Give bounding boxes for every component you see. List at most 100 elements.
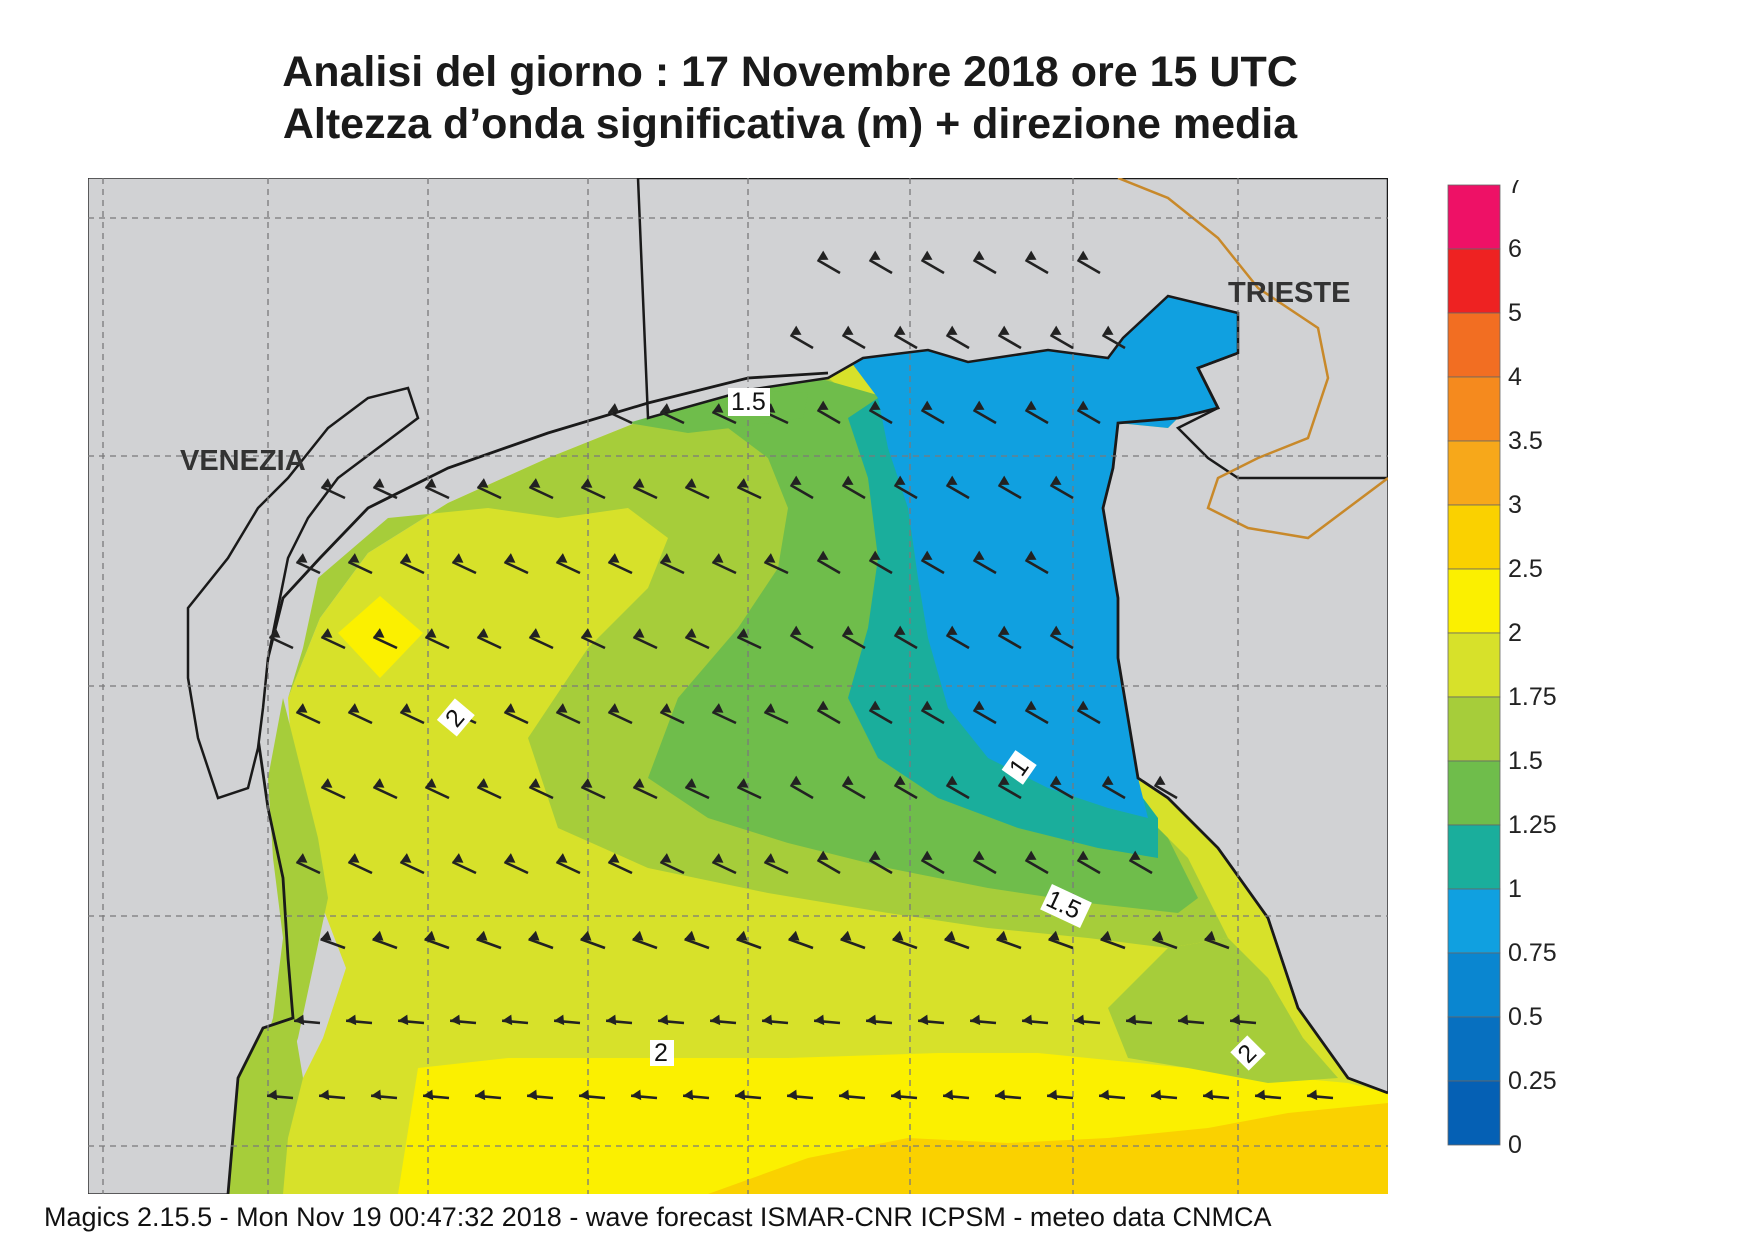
direction-arrow — [840, 937, 866, 950]
direction-arrowhead — [973, 850, 985, 860]
direction-arrowhead — [1099, 1089, 1110, 1101]
direction-arrow — [424, 937, 450, 950]
legend-tick-label: 0.75 — [1508, 939, 1557, 967]
direction-arrowhead — [660, 403, 672, 413]
direction-arrow — [816, 408, 841, 425]
direction-arrow — [763, 710, 789, 725]
direction-arrowhead — [504, 703, 516, 713]
direction-arrow — [736, 635, 762, 650]
direction-arrowhead — [1230, 1014, 1241, 1026]
graticule — [88, 178, 1388, 1194]
direction-arrowhead — [346, 1014, 357, 1026]
direction-arrow — [945, 633, 970, 650]
direction-arrow — [607, 710, 633, 725]
direction-arrowhead — [998, 625, 1010, 635]
direction-arrow — [997, 633, 1022, 650]
direction-arrowhead — [373, 778, 385, 788]
direction-arrow — [399, 560, 425, 575]
direction-arrow — [841, 783, 866, 800]
direction-arrow — [684, 485, 710, 500]
direction-arrowhead — [1025, 250, 1037, 260]
direction-arrow — [945, 333, 970, 350]
direction-arrowhead — [1077, 850, 1089, 860]
direction-arrowhead — [737, 628, 749, 638]
direction-arrowhead — [529, 628, 541, 638]
legend-swatch — [1447, 632, 1501, 698]
direction-arrowhead — [1151, 1089, 1162, 1101]
direction-arrowhead — [425, 478, 437, 488]
direction-arrowhead — [554, 1014, 565, 1026]
contour-label: 1 — [1001, 750, 1037, 785]
color-legend: 7 6 5 4 3.5 3 2.5 2 1.75 1.5 1.25 1 0.75 0.5 0.25 0 — [1447, 180, 1557, 1159]
direction-arrowhead — [1025, 550, 1037, 560]
direction-arrow — [295, 560, 321, 575]
direction-arrowhead — [737, 778, 749, 788]
direction-arrowhead — [996, 930, 1008, 941]
direction-arrow — [684, 937, 710, 950]
direction-arrow — [295, 860, 321, 875]
legend-swatch — [1447, 184, 1501, 250]
direction-arrowhead — [452, 553, 464, 563]
direction-arrowhead — [269, 628, 281, 638]
direction-arrowhead — [556, 853, 568, 863]
direction-arrow — [684, 635, 710, 650]
direction-arrow — [1076, 258, 1101, 275]
direction-arrowhead — [633, 478, 645, 488]
direction-arrowhead — [712, 703, 724, 713]
direction-arrowhead — [712, 853, 724, 863]
direction-arrow — [1076, 408, 1101, 425]
eastern-coastline — [1101, 351, 1388, 1095]
direction-arrowhead — [1154, 775, 1166, 785]
legend-tick-label: 4 — [1508, 363, 1522, 391]
venice-lagoon — [186, 386, 420, 800]
direction-arrowhead — [995, 1089, 1006, 1101]
direction-arrow — [268, 635, 294, 650]
direction-arrow — [580, 485, 606, 500]
direction-arrowhead — [1048, 930, 1060, 941]
direction-arrowhead — [658, 1014, 669, 1026]
direction-arrowhead — [710, 1014, 721, 1026]
legend-tick-label: 2 — [1508, 619, 1522, 647]
direction-arrowhead — [894, 475, 906, 485]
direction-arrowhead — [970, 1014, 981, 1026]
direction-arrowhead — [400, 703, 412, 713]
direction-arrowhead — [921, 550, 933, 560]
map-title: Analisi del giorno : 17 Novembre 2018 or… — [282, 48, 1298, 96]
direction-arrowhead — [400, 553, 412, 563]
direction-arrowhead — [973, 700, 985, 710]
direction-arrow — [868, 858, 893, 875]
direction-arrowhead — [918, 1014, 929, 1026]
direction-arrowhead — [712, 553, 724, 563]
direction-arrowhead — [973, 400, 985, 410]
contour-label-text: 1.5 — [731, 388, 766, 416]
direction-arrow — [1049, 333, 1074, 350]
direction-arrowhead — [477, 628, 489, 638]
direction-arrowhead — [737, 478, 749, 488]
direction-arrow — [788, 937, 814, 950]
direction-arrow — [372, 937, 398, 950]
direction-arrowhead — [606, 1014, 617, 1026]
contour-label-text: 2 — [654, 1039, 668, 1067]
direction-arrowhead — [869, 250, 881, 260]
direction-arrowhead — [788, 930, 800, 941]
direction-arrow — [996, 937, 1022, 950]
direction-arrowhead — [424, 930, 436, 941]
direction-arrowhead — [504, 853, 516, 863]
legend-swatch — [1447, 1016, 1501, 1082]
direction-arrow — [372, 635, 398, 650]
direction-arrowhead — [869, 850, 881, 860]
direction-arrow — [997, 483, 1022, 500]
direction-arrow — [997, 783, 1022, 800]
direction-arrow — [632, 937, 658, 950]
direction-arrow — [789, 633, 814, 650]
direction-arrowhead — [712, 403, 724, 413]
direction-arrow — [399, 860, 425, 875]
direction-arrowhead — [842, 325, 854, 335]
direction-arrowhead — [921, 400, 933, 410]
direction-arrowhead — [294, 1014, 305, 1026]
direction-arrow — [972, 858, 997, 875]
direction-arrow — [893, 783, 918, 800]
legend-swatch — [1447, 440, 1501, 506]
band-0-75-1 — [848, 296, 1238, 818]
direction-arrow — [347, 710, 373, 725]
